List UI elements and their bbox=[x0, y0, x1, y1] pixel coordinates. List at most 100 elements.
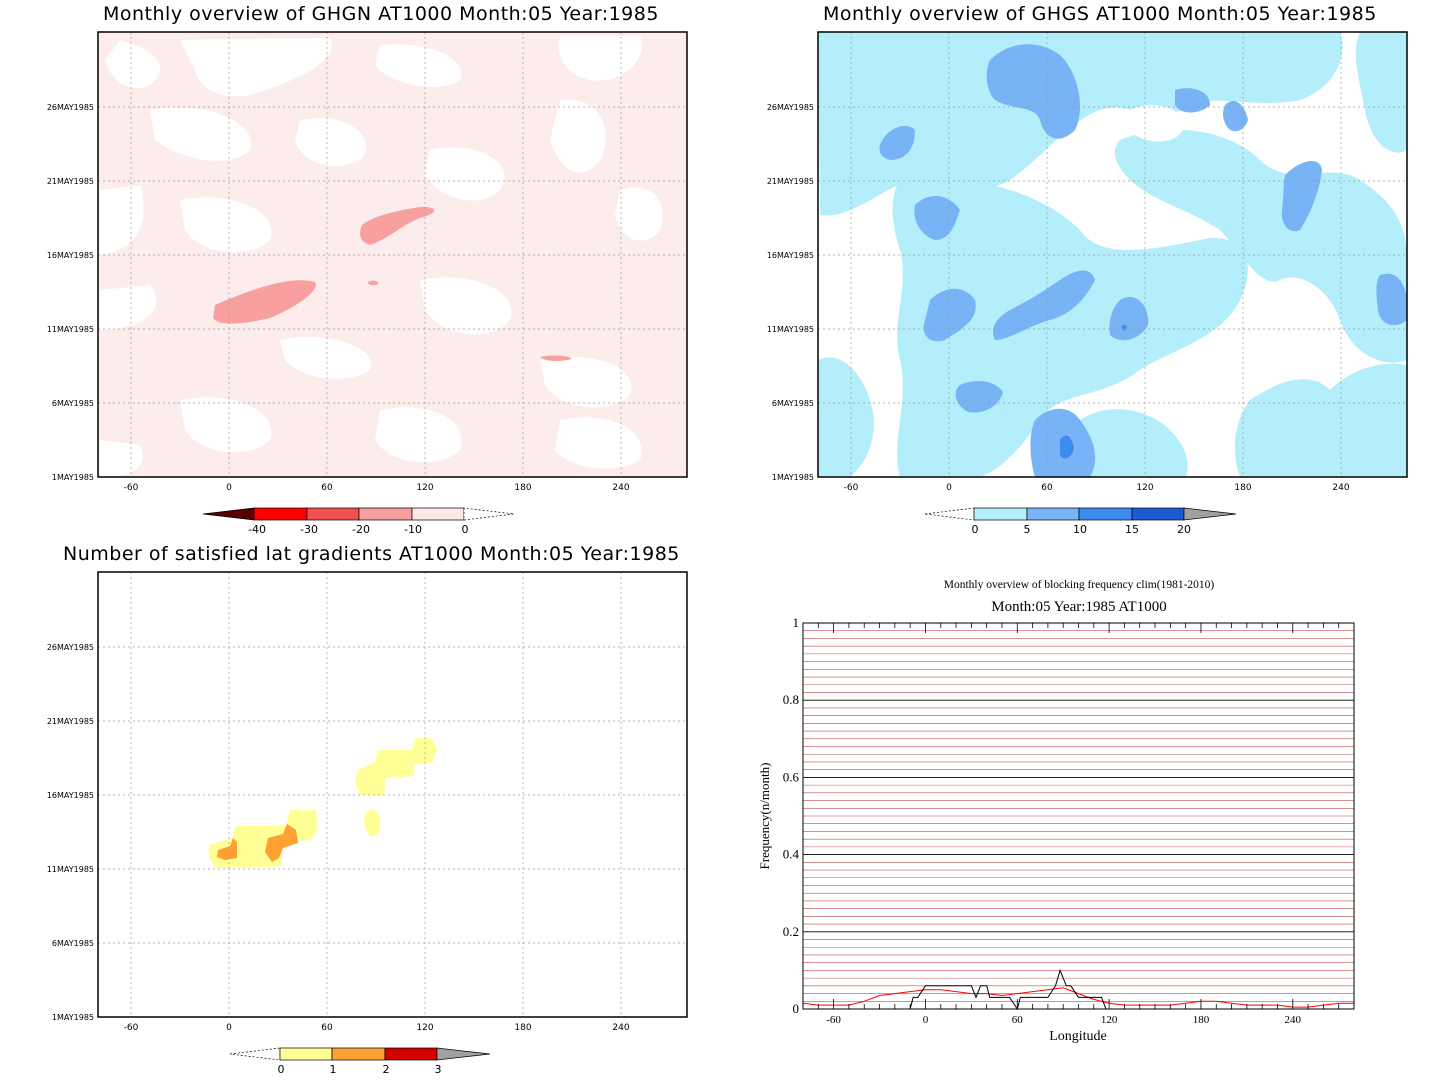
ghgn-xtick: 180 bbox=[514, 483, 531, 493]
ghgn-ytick: 11MAY1985 bbox=[47, 325, 94, 334]
frequency-ylabel: Frequency(n/month) bbox=[757, 763, 772, 870]
frequency-ytick-label: 0.8 bbox=[783, 692, 799, 707]
ghgn-xaxis: -60 0 60 120 180 240 bbox=[124, 483, 630, 493]
gradients-cb-label: 0 bbox=[278, 1063, 285, 1076]
ghgn-cb-swatch bbox=[202, 507, 255, 521]
frequency-xtick-label: 0 bbox=[923, 1014, 929, 1026]
ghgs-cb-label: 15 bbox=[1125, 523, 1139, 536]
gradients-cb-swatch bbox=[279, 1047, 333, 1061]
ghgs-cb-label: 10 bbox=[1073, 523, 1087, 536]
ghgs-xtick: 180 bbox=[1234, 483, 1251, 493]
gradients-ytick: 26MAY1985 bbox=[47, 643, 94, 652]
ghgn-cb-label: -20 bbox=[352, 523, 370, 536]
gradients-xtick: 60 bbox=[321, 1023, 333, 1033]
ghgn-frame bbox=[97, 31, 688, 478]
gradients-xtick: -60 bbox=[124, 1023, 139, 1033]
ghgn-cb-swatch bbox=[358, 507, 413, 521]
ghgs-grid bbox=[818, 32, 1407, 477]
frequency-lines bbox=[802, 968, 1354, 1011]
gradients-contours bbox=[98, 572, 687, 1017]
ghgs-yaxis: 1MAY1985 6MAY1985 11MAY1985 16MAY1985 21… bbox=[767, 103, 814, 482]
frequency-series-line bbox=[803, 968, 1354, 1011]
ghgn-ytick: 1MAY1985 bbox=[52, 473, 94, 482]
gradients-frame bbox=[97, 571, 688, 1018]
gradients-cb-label: 3 bbox=[435, 1063, 442, 1076]
ghgn-contours bbox=[98, 32, 687, 477]
ghgn-ytick: 16MAY1985 bbox=[47, 251, 94, 260]
ghgs-frame bbox=[817, 31, 1408, 478]
gradients-xaxis: -60 0 60 120 180 240 bbox=[124, 1023, 630, 1033]
gradients-xtick: 0 bbox=[226, 1023, 232, 1033]
ghgn-xtick: 0 bbox=[226, 483, 232, 493]
ghgn-xtick: 120 bbox=[416, 483, 433, 493]
gradients-ytick: 1MAY1985 bbox=[52, 1013, 94, 1022]
ghgn-xtick: 60 bbox=[321, 483, 333, 493]
frequency-plot: Monthly overview of blocking frequency c… bbox=[757, 579, 1355, 1044]
ghgs-ytick: 1MAY1985 bbox=[772, 473, 814, 482]
gradients-xtick: 240 bbox=[612, 1023, 629, 1033]
ghgn-cb-label: -40 bbox=[248, 523, 266, 536]
frequency-ytick-label: 0.6 bbox=[783, 769, 800, 784]
gradients-cb-label: 2 bbox=[383, 1063, 390, 1076]
ghgn-cb-label: -10 bbox=[404, 523, 422, 536]
ghgs-cb-swatch bbox=[1131, 507, 1185, 521]
ghgs-ytick: 11MAY1985 bbox=[767, 325, 814, 334]
ghgs-ytick: 16MAY1985 bbox=[767, 251, 814, 260]
gradients-ytick: 6MAY1985 bbox=[52, 939, 94, 948]
gradients-xtick: 180 bbox=[514, 1023, 531, 1033]
gradients-yaxis: 1MAY1985 6MAY1985 11MAY1985 16MAY1985 21… bbox=[47, 643, 94, 1022]
ghgs-xtick: 60 bbox=[1041, 483, 1053, 493]
frequency-grid bbox=[803, 630, 1354, 1002]
frequency-ytick-label: 0.2 bbox=[783, 924, 799, 939]
ghgn-cb-swatch bbox=[306, 507, 360, 521]
ghgn-ytick: 21MAY1985 bbox=[47, 177, 94, 186]
ghgs-colorbar: 0 5 10 15 20 bbox=[924, 507, 1237, 536]
ghgs-xtick: 240 bbox=[1332, 483, 1349, 493]
ghgs-title: Monthly overview of GHGS AT1000 Month:05… bbox=[823, 3, 1377, 25]
gradients-cb-swatch bbox=[384, 1047, 438, 1061]
gradients-ytick: 11MAY1985 bbox=[47, 865, 94, 874]
ghgs-cb-label: 0 bbox=[972, 523, 979, 536]
gradients-cb-swatch bbox=[229, 1047, 281, 1061]
frequency-ytick-label: 0 bbox=[793, 1001, 800, 1016]
ghgs-contours bbox=[818, 32, 1407, 477]
frequency-title: Monthly overview of blocking frequency c… bbox=[944, 579, 1215, 591]
ghgs-cb-swatch bbox=[1078, 507, 1133, 521]
ghgn-colorbar: -40 -30 -20 -10 0 bbox=[202, 507, 515, 536]
frequency-ytick-label: 0.4 bbox=[783, 847, 800, 862]
ghgs-xtick: -60 bbox=[844, 483, 859, 493]
ghgn-cb-label: -30 bbox=[300, 523, 318, 536]
ghgn-yaxis: 1MAY1985 6MAY1985 11MAY1985 16MAY1985 21… bbox=[47, 103, 94, 482]
gradients-title: Number of satisfied lat gradients AT1000… bbox=[63, 543, 680, 565]
ghgn-grid bbox=[98, 32, 687, 477]
gradients-cb-swatch bbox=[436, 1047, 491, 1061]
frequency-xtick-label: 60 bbox=[1012, 1014, 1024, 1026]
gradients-colorbar: 0 1 2 3 bbox=[229, 1047, 491, 1076]
gradients-xtick: 120 bbox=[416, 1023, 433, 1033]
frequency-axes: -60 0 60 120 180 240 0 0.2 0.4 0.6 0.8 1 bbox=[783, 615, 1355, 1026]
ghgs-cb-swatch bbox=[1183, 507, 1237, 521]
frequency-xtick-label: -60 bbox=[826, 1014, 841, 1026]
ghgn-cb-swatch bbox=[411, 507, 465, 521]
frequency-xtick-label: 240 bbox=[1285, 1014, 1302, 1026]
ghgs-cb-swatch bbox=[973, 507, 1028, 521]
ghgs-cb-swatch bbox=[924, 507, 975, 521]
ghgn-ytick: 26MAY1985 bbox=[47, 103, 94, 112]
ghgs-ytick: 26MAY1985 bbox=[767, 103, 814, 112]
frequency-xtick-label: 120 bbox=[1101, 1014, 1118, 1026]
ghgs-cb-label: 20 bbox=[1177, 523, 1191, 536]
frequency-subtitle: Month:05 Year:1985 AT1000 bbox=[991, 599, 1166, 615]
gradients-ytick: 21MAY1985 bbox=[47, 717, 94, 726]
ghgs-cb-swatch bbox=[1026, 507, 1080, 521]
ghgs-xtick: 120 bbox=[1136, 483, 1153, 493]
frequency-ytick-label: 1 bbox=[793, 615, 800, 630]
gradients-cb-label: 1 bbox=[330, 1063, 337, 1076]
gradients-grid bbox=[98, 572, 687, 1017]
gradients-plot: 1MAY1985 6MAY1985 11MAY1985 16MAY1985 21… bbox=[47, 571, 688, 1076]
ghgs-ytick: 6MAY1985 bbox=[772, 399, 814, 408]
ghgn-cb-label: 0 bbox=[462, 523, 469, 536]
ghgn-plot: 1MAY1985 6MAY1985 11MAY1985 16MAY1985 21… bbox=[47, 31, 688, 536]
ghgn-cb-swatch bbox=[463, 507, 515, 521]
ghgs-xtick: 0 bbox=[946, 483, 952, 493]
